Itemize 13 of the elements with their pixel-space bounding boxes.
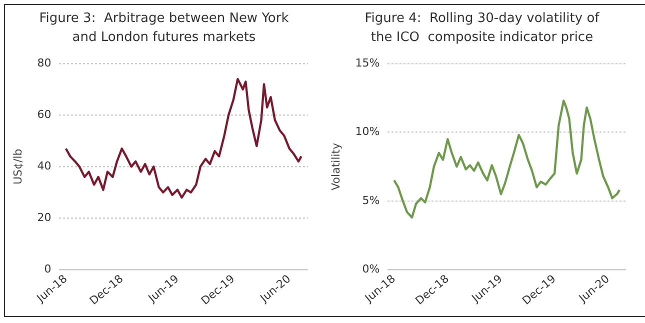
y-tick-label: 10%: [355, 125, 380, 138]
y-tick-label: 15%: [355, 56, 380, 70]
y-tick-label: 0%: [362, 262, 380, 276]
y-axis-title: Volatility: [329, 142, 342, 190]
y-tick-label: 5%: [362, 194, 380, 207]
y-tick-label: 0: [44, 262, 52, 276]
y-tick-label: 20: [37, 211, 52, 224]
y-tick-label: 40: [37, 159, 52, 172]
chart-title: Figure 4: Rolling 30-day volatility of the ICO composite indicator price: [364, 10, 600, 47]
y-tick-label: 80: [37, 56, 52, 70]
y-axis-title: US¢/lb: [11, 148, 24, 185]
y-tick-label: 60: [37, 108, 52, 121]
chart-title: Figure 3: Arbitrage between New York and London futures markets: [39, 10, 289, 47]
